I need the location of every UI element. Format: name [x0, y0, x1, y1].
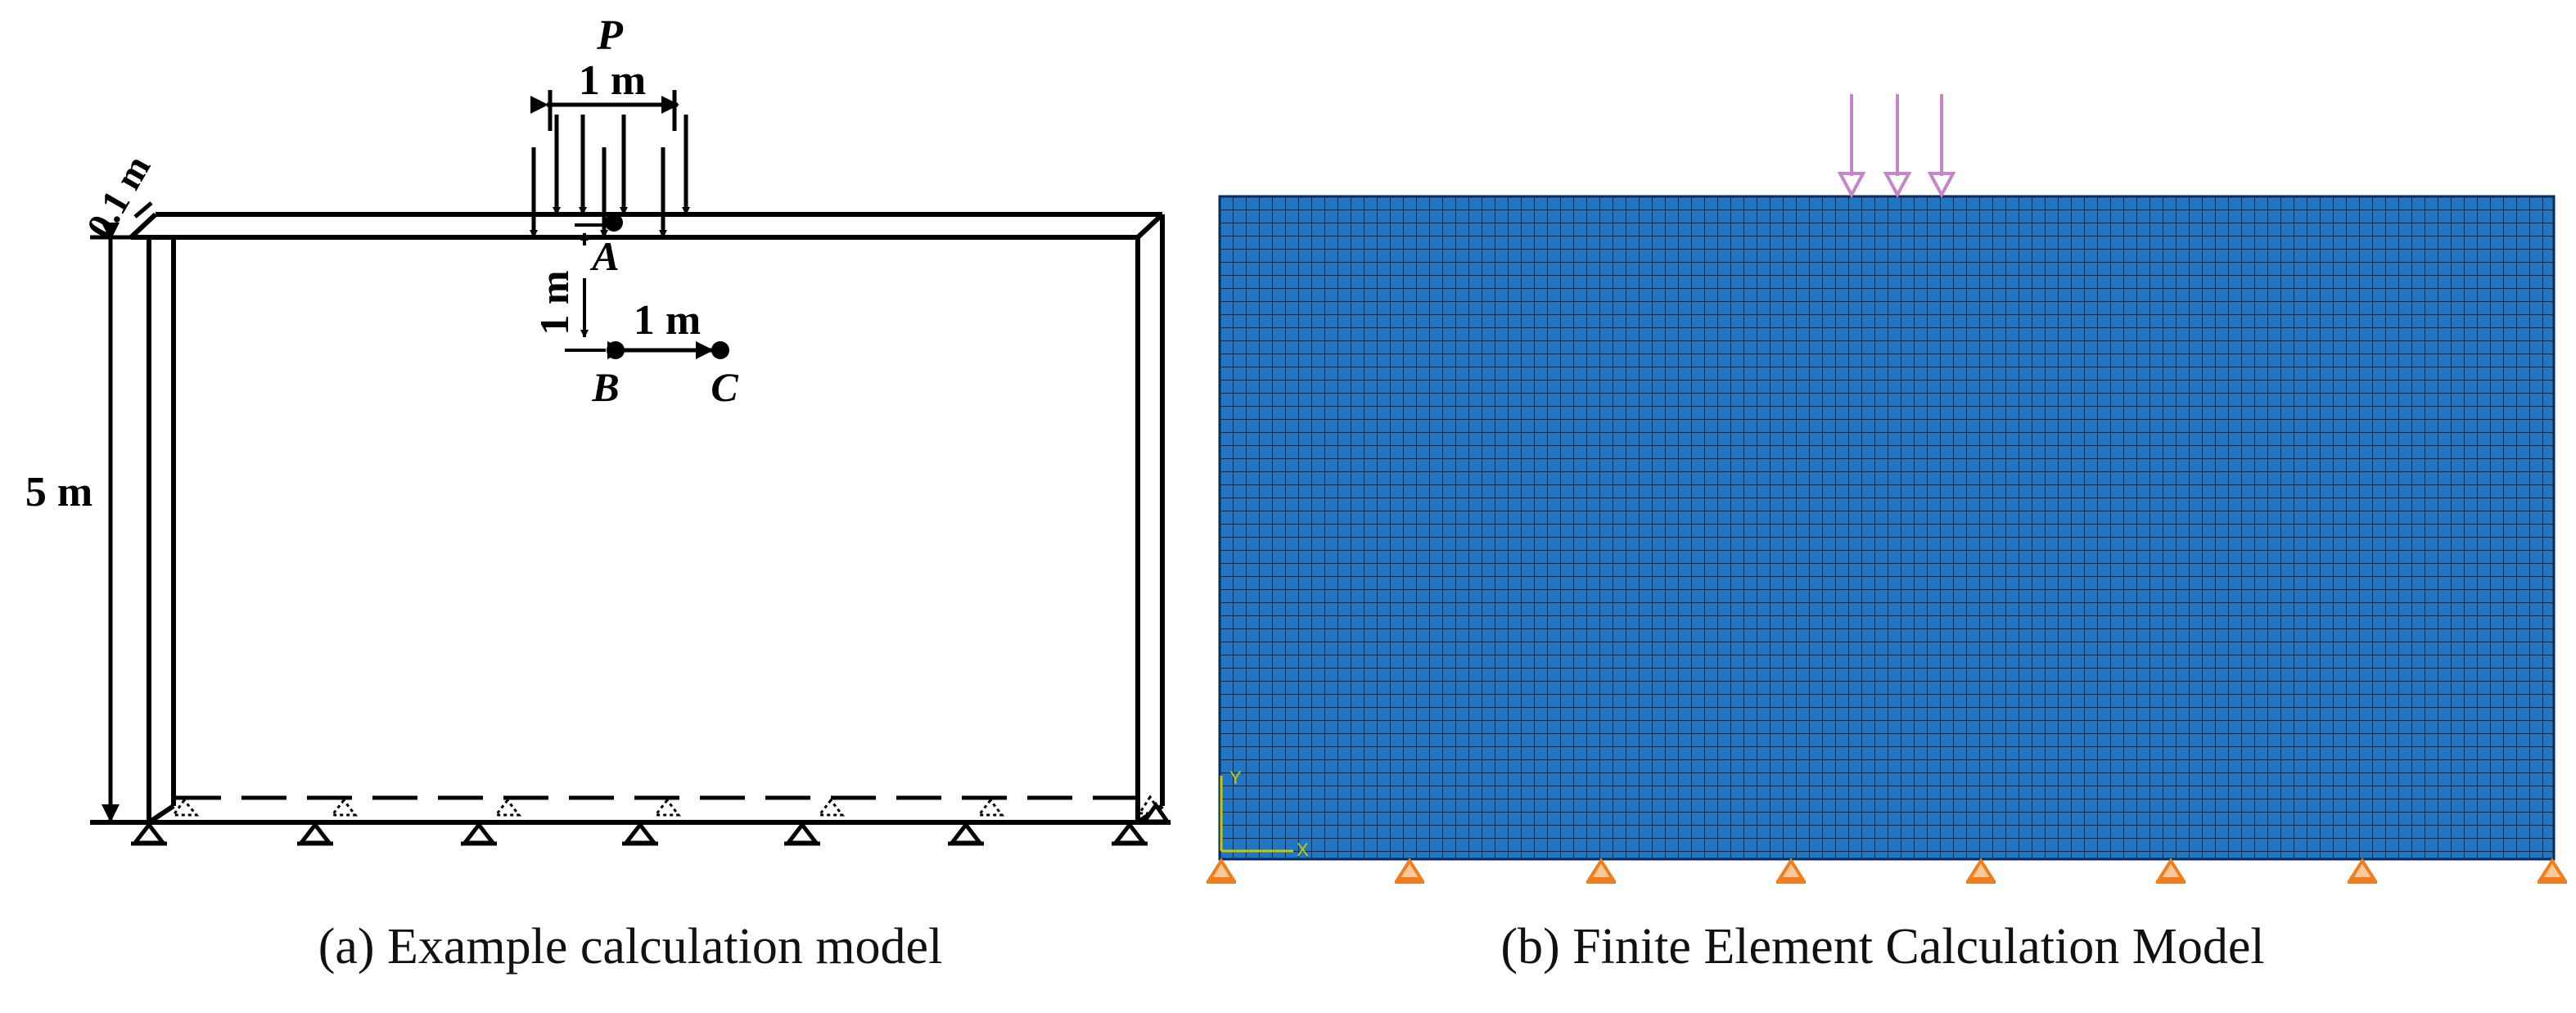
height-dimension [90, 223, 131, 822]
support-triangle [621, 821, 659, 846]
panel-a: P 1 m 0.1 m 5 m 1 m 1 m A B C [25, 12, 1171, 846]
fe-load-arrows [1837, 94, 1956, 199]
load-width-dimension [530, 90, 679, 131]
fe-support [2348, 858, 2377, 884]
fe-support [1586, 858, 1616, 884]
fe-mesh [1218, 195, 2556, 861]
block-outline [90, 212, 1171, 825]
caption-panel-b: (b) Finite Element Calculation Model [1500, 919, 2265, 975]
load-arrows [530, 115, 690, 238]
axis-triad: Y X [1220, 768, 1309, 860]
support-triangle [783, 821, 821, 846]
point-b-marker [607, 341, 625, 359]
height-label: 5 m [25, 469, 92, 516]
point-a-marker [605, 214, 623, 232]
point-c-marker [711, 341, 729, 359]
fe-support [2156, 858, 2186, 884]
support-triangle [1140, 801, 1171, 824]
thickness-label: 0.1 m [79, 148, 159, 245]
load-label: P [596, 12, 624, 59]
fe-support [1966, 858, 1996, 884]
caption-panel-a: (a) Example calculation model [318, 919, 943, 975]
fe-support [1207, 858, 1236, 884]
hidden-edges [171, 237, 1138, 806]
offset-label: 1 m [634, 297, 701, 344]
support-triangle [296, 821, 334, 846]
fe-supports [1207, 858, 2567, 884]
axis-y-label: Y [1229, 768, 1242, 788]
fe-support [2538, 858, 2567, 884]
depth-label: 1 m [531, 270, 577, 335]
support-triangle [1111, 821, 1148, 846]
point-b-label: B [591, 364, 619, 410]
hidden-supports [171, 795, 1163, 817]
depth-dimension [565, 232, 606, 352]
fe-support [1776, 858, 1806, 884]
fe-support [1395, 858, 1424, 884]
thickness-leader [133, 201, 153, 218]
load-width-label: 1 m [579, 57, 646, 104]
supports [130, 801, 1171, 846]
panel-b: Y X [1207, 94, 2567, 884]
support-triangle [130, 821, 168, 846]
axis-x-label: X [1297, 840, 1309, 860]
point-c-label: C [711, 364, 738, 410]
support-triangle [947, 821, 985, 846]
support-triangle [460, 821, 498, 846]
point-a-label: A [589, 233, 619, 279]
